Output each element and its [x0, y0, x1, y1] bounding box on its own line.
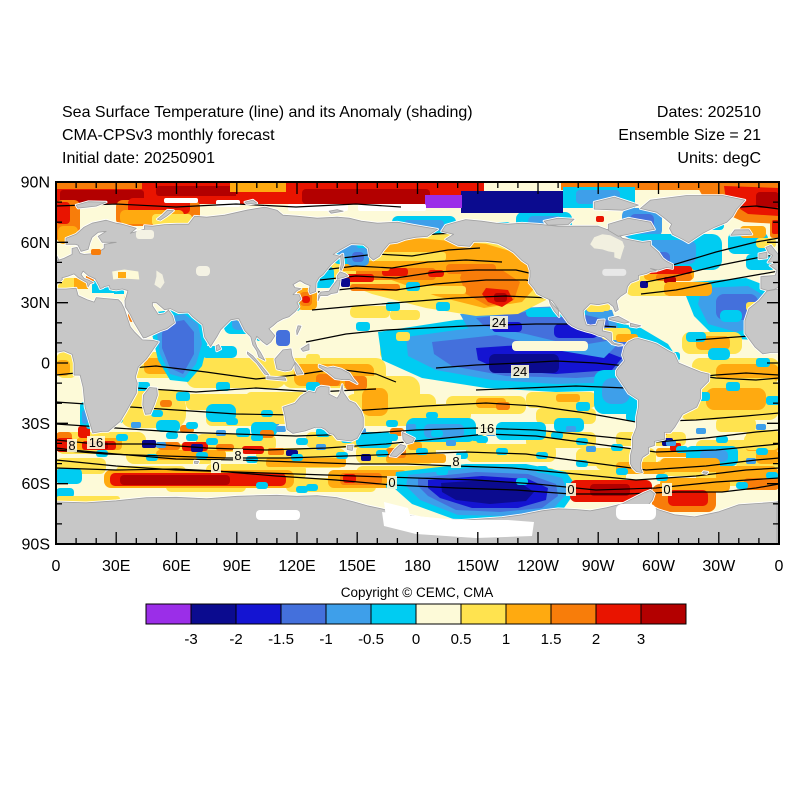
- svg-text:150W: 150W: [457, 558, 500, 575]
- svg-text:90W: 90W: [582, 558, 616, 575]
- svg-text:60W: 60W: [642, 558, 676, 575]
- svg-text:30W: 30W: [702, 558, 736, 575]
- svg-text:30N: 30N: [21, 295, 50, 312]
- svg-text:CMA-CPSv3 monthly forecast: CMA-CPSv3 monthly forecast: [62, 127, 275, 144]
- svg-text:0: 0: [41, 356, 50, 373]
- svg-text:0: 0: [775, 558, 784, 575]
- svg-text:30E: 30E: [102, 558, 130, 575]
- svg-text:3: 3: [637, 631, 645, 648]
- svg-text:2: 2: [592, 631, 600, 648]
- svg-text:-3: -3: [184, 631, 197, 648]
- svg-text:16: 16: [89, 435, 103, 450]
- svg-text:-0.5: -0.5: [358, 631, 384, 648]
- svg-text:24: 24: [513, 364, 527, 379]
- svg-text:Ensemble Size = 21: Ensemble Size = 21: [618, 127, 761, 144]
- svg-text:8: 8: [234, 448, 241, 463]
- svg-text:0: 0: [52, 558, 61, 575]
- svg-text:0: 0: [212, 459, 219, 474]
- svg-text:90S: 90S: [22, 537, 50, 554]
- svg-text:180: 180: [404, 558, 431, 575]
- svg-text:Copyright © CEMC, CMA: Copyright © CEMC, CMA: [341, 585, 493, 600]
- svg-text:Initial date: 20250901: Initial date: 20250901: [62, 150, 215, 167]
- svg-text:30S: 30S: [22, 416, 50, 433]
- svg-text:Units: degC: Units: degC: [677, 150, 761, 167]
- svg-text:-2: -2: [229, 631, 242, 648]
- svg-text:90E: 90E: [223, 558, 251, 575]
- svg-text:120W: 120W: [517, 558, 560, 575]
- svg-text:24: 24: [492, 315, 506, 330]
- svg-text:Sea Surface Temperature (line): Sea Surface Temperature (line) and its A…: [62, 104, 473, 121]
- svg-text:8: 8: [452, 454, 459, 469]
- svg-text:8: 8: [68, 438, 75, 453]
- svg-text:1.5: 1.5: [541, 631, 562, 648]
- svg-text:0.5: 0.5: [451, 631, 472, 648]
- svg-text:60S: 60S: [22, 476, 50, 493]
- svg-text:120E: 120E: [278, 558, 315, 575]
- svg-text:60N: 60N: [21, 235, 50, 252]
- svg-text:16: 16: [480, 421, 494, 436]
- svg-text:150E: 150E: [339, 558, 376, 575]
- svg-text:-1.5: -1.5: [268, 631, 294, 648]
- svg-text:-1: -1: [319, 631, 332, 648]
- svg-text:0: 0: [567, 482, 574, 497]
- svg-text:0: 0: [663, 482, 670, 497]
- svg-text:0: 0: [412, 631, 420, 648]
- svg-text:0: 0: [388, 475, 395, 490]
- svg-text:90N: 90N: [21, 175, 50, 192]
- svg-text:Dates: 202510: Dates: 202510: [657, 104, 761, 121]
- svg-text:1: 1: [502, 631, 510, 648]
- svg-text:60E: 60E: [162, 558, 190, 575]
